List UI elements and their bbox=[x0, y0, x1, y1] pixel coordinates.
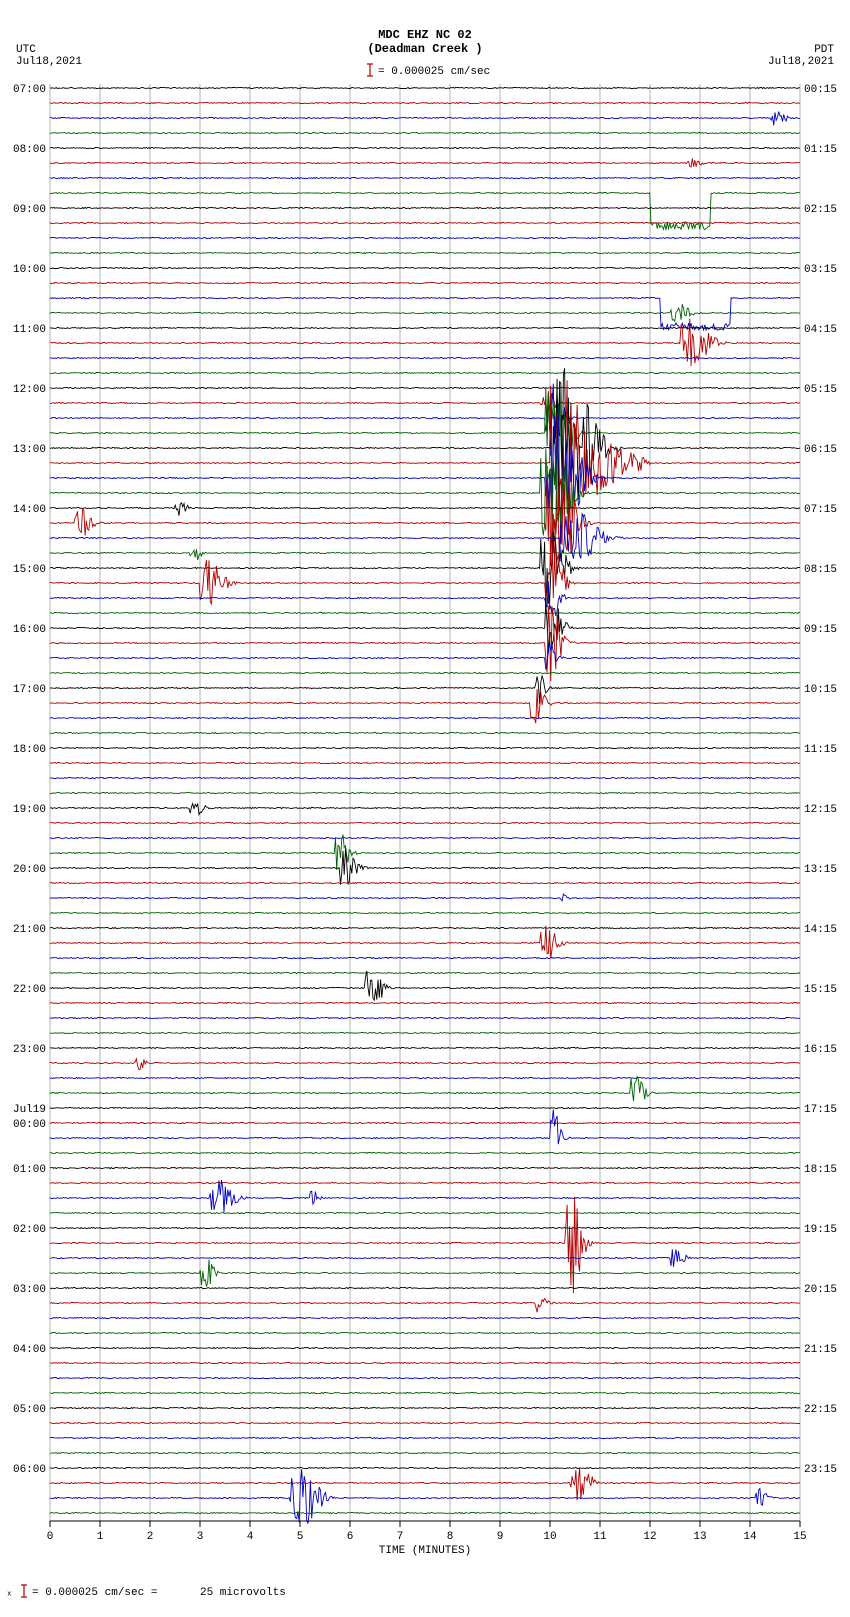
pdt-time-label: 22:15 bbox=[804, 1404, 837, 1416]
pdt-time-label: 13:15 bbox=[804, 864, 837, 876]
pdt-time-label: 01:15 bbox=[804, 144, 837, 156]
utc-time-label: 11:00 bbox=[13, 324, 46, 336]
utc-time-label: 17:00 bbox=[13, 684, 46, 696]
pdt-time-label: 23:15 bbox=[804, 1464, 837, 1476]
pdt-time-label: 08:15 bbox=[804, 564, 837, 576]
x-tick-label: 2 bbox=[147, 1531, 154, 1543]
x-tick-label: 14 bbox=[743, 1531, 757, 1543]
pdt-time-label: 21:15 bbox=[804, 1344, 837, 1356]
pdt-time-label: 16:15 bbox=[804, 1044, 837, 1056]
pdt-time-label: 11:15 bbox=[804, 744, 837, 756]
utc-time-label: 02:00 bbox=[13, 1224, 46, 1236]
utc-time-label: 14:00 bbox=[13, 504, 46, 516]
x-tick-label: 11 bbox=[593, 1531, 607, 1543]
x-tick-label: 9 bbox=[497, 1531, 504, 1543]
left-date: Jul18,2021 bbox=[16, 56, 82, 68]
seismogram-svg: MDC EHZ NC 02(Deadman Creek )UTCJul18,20… bbox=[0, 0, 850, 1613]
utc-time-label: 20:00 bbox=[13, 864, 46, 876]
utc-time-label: 18:00 bbox=[13, 744, 46, 756]
footer-microvolts: 25 microvolts bbox=[200, 1587, 286, 1599]
pdt-time-label: 03:15 bbox=[804, 264, 837, 276]
footer-scale: = 0.000025 cm/sec = bbox=[32, 1587, 157, 1599]
x-axis-label: TIME (MINUTES) bbox=[379, 1545, 471, 1557]
pdt-time-label: 06:15 bbox=[804, 444, 837, 456]
utc-time-label: 21:00 bbox=[13, 924, 46, 936]
right-date: Jul18,2021 bbox=[768, 56, 834, 68]
utc-time-label: 09:00 bbox=[13, 204, 46, 216]
utc-time-label: Jul19 bbox=[13, 1104, 46, 1116]
x-tick-label: 6 bbox=[347, 1531, 354, 1543]
station-location: (Deadman Creek ) bbox=[367, 42, 482, 56]
pdt-time-label: 00:15 bbox=[804, 84, 837, 96]
pdt-time-label: 02:15 bbox=[804, 204, 837, 216]
utc-time-label: 03:00 bbox=[13, 1284, 46, 1296]
pdt-time-label: 14:15 bbox=[804, 924, 837, 936]
pdt-time-label: 05:15 bbox=[804, 384, 837, 396]
svg-text:ₓ: ₓ bbox=[6, 1587, 13, 1599]
x-tick-label: 0 bbox=[47, 1531, 54, 1543]
pdt-time-label: 18:15 bbox=[804, 1164, 837, 1176]
pdt-time-label: 12:15 bbox=[804, 804, 837, 816]
pdt-time-label: 17:15 bbox=[804, 1104, 837, 1116]
seismogram-figure: MDC EHZ NC 02(Deadman Creek )UTCJul18,20… bbox=[0, 0, 850, 1613]
right-tz: PDT bbox=[814, 44, 834, 56]
pdt-time-label: 09:15 bbox=[804, 624, 837, 636]
utc-time-label: 13:00 bbox=[13, 444, 46, 456]
x-tick-label: 7 bbox=[397, 1531, 404, 1543]
pdt-time-label: 15:15 bbox=[804, 984, 837, 996]
utc-time-label: 16:00 bbox=[13, 624, 46, 636]
pdt-time-label: 07:15 bbox=[804, 504, 837, 516]
utc-time-label: 10:00 bbox=[13, 264, 46, 276]
utc-time-label: 07:00 bbox=[13, 84, 46, 96]
x-tick-label: 8 bbox=[447, 1531, 454, 1543]
utc-time-label: 06:00 bbox=[13, 1464, 46, 1476]
x-tick-label: 3 bbox=[197, 1531, 204, 1543]
station-id: MDC EHZ NC 02 bbox=[378, 28, 472, 42]
x-tick-label: 15 bbox=[793, 1531, 806, 1543]
utc-time-label: 19:00 bbox=[13, 804, 46, 816]
x-tick-label: 1 bbox=[97, 1531, 104, 1543]
utc-time-label: 12:00 bbox=[13, 384, 46, 396]
x-tick-label: 4 bbox=[247, 1531, 254, 1543]
x-tick-label: 12 bbox=[643, 1531, 656, 1543]
utc-time-label: 23:00 bbox=[13, 1044, 46, 1056]
utc-time-label: 22:00 bbox=[13, 984, 46, 996]
x-tick-label: 5 bbox=[297, 1531, 304, 1543]
x-tick-label: 13 bbox=[693, 1531, 706, 1543]
header-scale: = 0.000025 cm/sec bbox=[378, 66, 490, 78]
left-tz: UTC bbox=[16, 44, 36, 56]
x-tick-label: 10 bbox=[543, 1531, 556, 1543]
utc-time-label: 05:00 bbox=[13, 1404, 46, 1416]
pdt-time-label: 10:15 bbox=[804, 684, 837, 696]
utc-time-label: 00:00 bbox=[13, 1119, 46, 1131]
utc-time-label: 01:00 bbox=[13, 1164, 46, 1176]
pdt-time-label: 20:15 bbox=[804, 1284, 837, 1296]
pdt-time-label: 04:15 bbox=[804, 324, 837, 336]
pdt-time-label: 19:15 bbox=[804, 1224, 837, 1236]
utc-time-label: 08:00 bbox=[13, 144, 46, 156]
utc-time-label: 04:00 bbox=[13, 1344, 46, 1356]
utc-time-label: 15:00 bbox=[13, 564, 46, 576]
